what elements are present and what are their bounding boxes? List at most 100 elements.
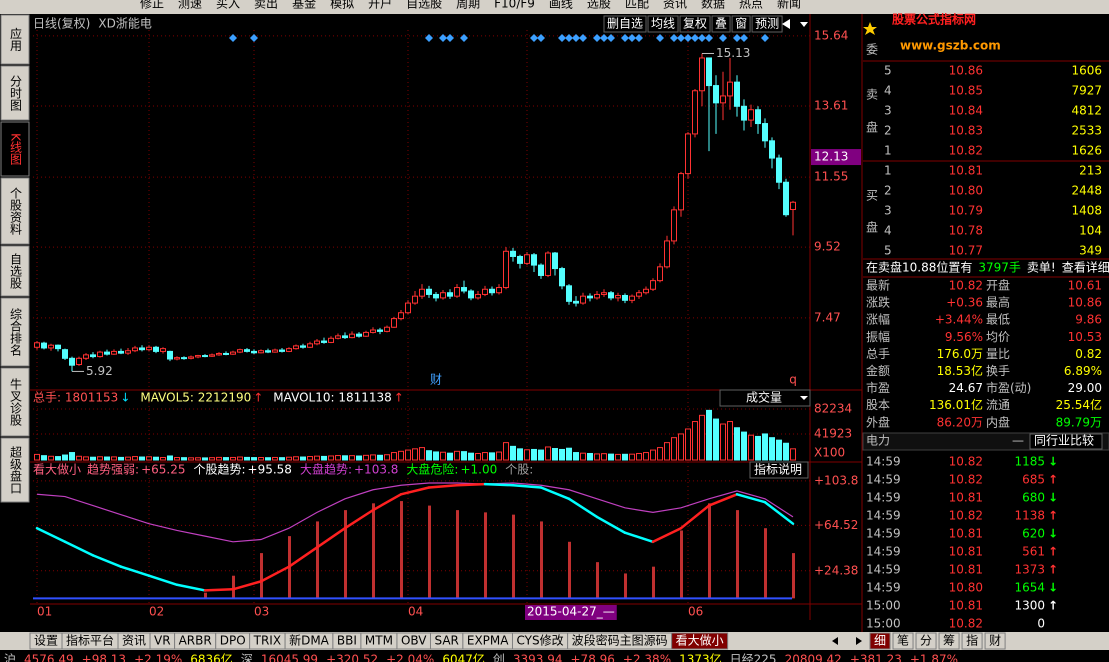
indicator-label: 个股趋势:	[193, 463, 245, 477]
compare-button[interactable]	[1029, 433, 1103, 450]
book-volume: 1606	[1071, 64, 1102, 78]
volume-tick-label: 82234	[814, 401, 852, 415]
volume-selector-label[interactable]: 成交量	[746, 390, 782, 405]
side-tab-label[interactable]: 笔	[897, 633, 909, 648]
tab-label[interactable]: TRIX	[253, 634, 281, 648]
side-tab-label[interactable]: 财	[989, 634, 1001, 648]
side-tab[interactable]	[869, 632, 891, 650]
sidebar-tab[interactable]	[0, 14, 30, 65]
tab-label[interactable]: VR	[154, 634, 171, 648]
notice-text[interactable]: 查看详细	[1062, 260, 1109, 275]
side-tab[interactable]	[892, 632, 914, 650]
tab-label[interactable]: MTM	[365, 634, 393, 648]
watermark: 股票公式指标网	[892, 12, 976, 27]
menu-item[interactable]: 开户	[368, 0, 392, 11]
toolbar-button[interactable]: 预测	[755, 17, 779, 31]
menu-item[interactable]: F10/F9	[494, 0, 535, 11]
side-tab-label[interactable]: 筹	[943, 634, 955, 648]
book-side-label: 卖	[866, 88, 878, 102]
sidebar-tab[interactable]	[0, 367, 30, 437]
toolbar-button[interactable]: 复权	[683, 17, 707, 31]
tab-label[interactable]: 设置	[34, 634, 58, 648]
menu-item[interactable]: 基金	[292, 0, 316, 11]
book-level: 2	[884, 124, 892, 138]
candle-body	[762, 123, 768, 142]
menu-item[interactable]: 卖出	[254, 0, 278, 11]
tab-label[interactable]: DPO	[220, 634, 246, 648]
volume-bar	[615, 453, 621, 461]
tab[interactable]	[671, 632, 729, 650]
menu-item[interactable]: 修正	[140, 0, 164, 11]
side-tab[interactable]	[938, 632, 960, 650]
menu-item[interactable]: 选股	[587, 0, 611, 11]
tab-label[interactable]: 看大做小	[676, 633, 724, 648]
sidebar-tab[interactable]	[0, 177, 30, 245]
tab-label[interactable]: ARBR	[179, 634, 212, 648]
volume-arrow: ↓	[120, 391, 130, 405]
sidebar-tab[interactable]	[0, 437, 30, 503]
stat-value: 10.61	[1068, 279, 1102, 293]
candle-body	[650, 280, 656, 290]
volume-selector[interactable]	[719, 389, 811, 407]
tick-time: 14:59	[866, 581, 901, 595]
toolbar-button[interactable]: 均线	[651, 17, 675, 31]
sidebar-tab[interactable]	[0, 245, 30, 297]
status-item: +78.96	[571, 653, 615, 662]
menu-item[interactable]: 资讯	[663, 0, 687, 11]
volume-bar	[706, 409, 712, 461]
candle-body	[132, 347, 138, 352]
candle-body	[300, 345, 306, 348]
menu-item[interactable]: 模拟	[330, 0, 354, 11]
side-tab[interactable]	[915, 632, 937, 650]
sidebar-tab[interactable]	[0, 65, 30, 121]
tab-label[interactable]: SAR	[434, 634, 458, 648]
menu-item[interactable]: 自选股	[406, 0, 442, 11]
side-tab-label[interactable]: 细	[874, 634, 886, 648]
tab-label[interactable]: BBI	[337, 634, 357, 648]
menu-item[interactable]: 买入	[216, 0, 240, 11]
toolbar-button[interactable]: 删自选	[607, 17, 643, 31]
stat-value: 25.54亿	[1056, 397, 1102, 412]
menu-item[interactable]: 匹配	[625, 0, 649, 11]
sidebar-tab[interactable]	[0, 297, 30, 367]
signal-marker	[593, 34, 601, 42]
trend-segment	[231, 580, 263, 591]
indicator-help-button[interactable]	[749, 461, 809, 479]
trend-segment	[651, 526, 683, 544]
tab-label[interactable]: 资讯	[122, 634, 146, 648]
tab-label[interactable]: 指标平台	[66, 633, 114, 648]
tab-label[interactable]: CYS修改	[516, 633, 563, 648]
status-item: 深	[241, 653, 253, 662]
indicator-help-label[interactable]: 指标说明	[754, 462, 802, 477]
menu-item[interactable]: 周期	[456, 0, 480, 11]
pager-icon[interactable]	[800, 22, 808, 27]
menu-item[interactable]: 画线	[549, 0, 573, 11]
toolbar-frame	[647, 15, 679, 33]
trend-segment	[511, 483, 543, 489]
menu-item[interactable]: 测速	[178, 0, 202, 11]
tab-label[interactable]: OBV	[401, 634, 427, 648]
scroll-right[interactable]	[856, 637, 862, 645]
toolbar-button[interactable]: 窗	[735, 17, 747, 31]
toolbar-button[interactable]: 叠	[715, 17, 727, 31]
tab-label[interactable]: EXPMA	[467, 634, 509, 648]
volume-bar	[139, 456, 145, 461]
side-tab[interactable]	[984, 632, 1006, 650]
tab-label[interactable]: 新DMA	[289, 633, 330, 648]
menu-item[interactable]: 数据	[701, 0, 725, 11]
volume-bar	[48, 455, 54, 461]
menu-item[interactable]: 热点	[739, 0, 763, 11]
tab-label[interactable]: 波段密码主图源码	[572, 633, 668, 648]
candle-body	[62, 349, 68, 359]
scroll-left[interactable]	[832, 637, 838, 645]
candle-body	[258, 350, 264, 354]
side-tab-label[interactable]: 指	[966, 633, 978, 648]
side-tab[interactable]	[961, 632, 983, 650]
pager-icon[interactable]	[782, 19, 790, 29]
compare-label[interactable]: 同行业比较	[1034, 433, 1094, 448]
indicator-tick-label: +64.52	[814, 518, 858, 532]
side-tab-label[interactable]: 分	[920, 634, 932, 648]
sidebar-tab[interactable]	[0, 121, 30, 177]
menu-item[interactable]: 新闻	[777, 0, 801, 11]
signal-marker	[558, 34, 566, 42]
